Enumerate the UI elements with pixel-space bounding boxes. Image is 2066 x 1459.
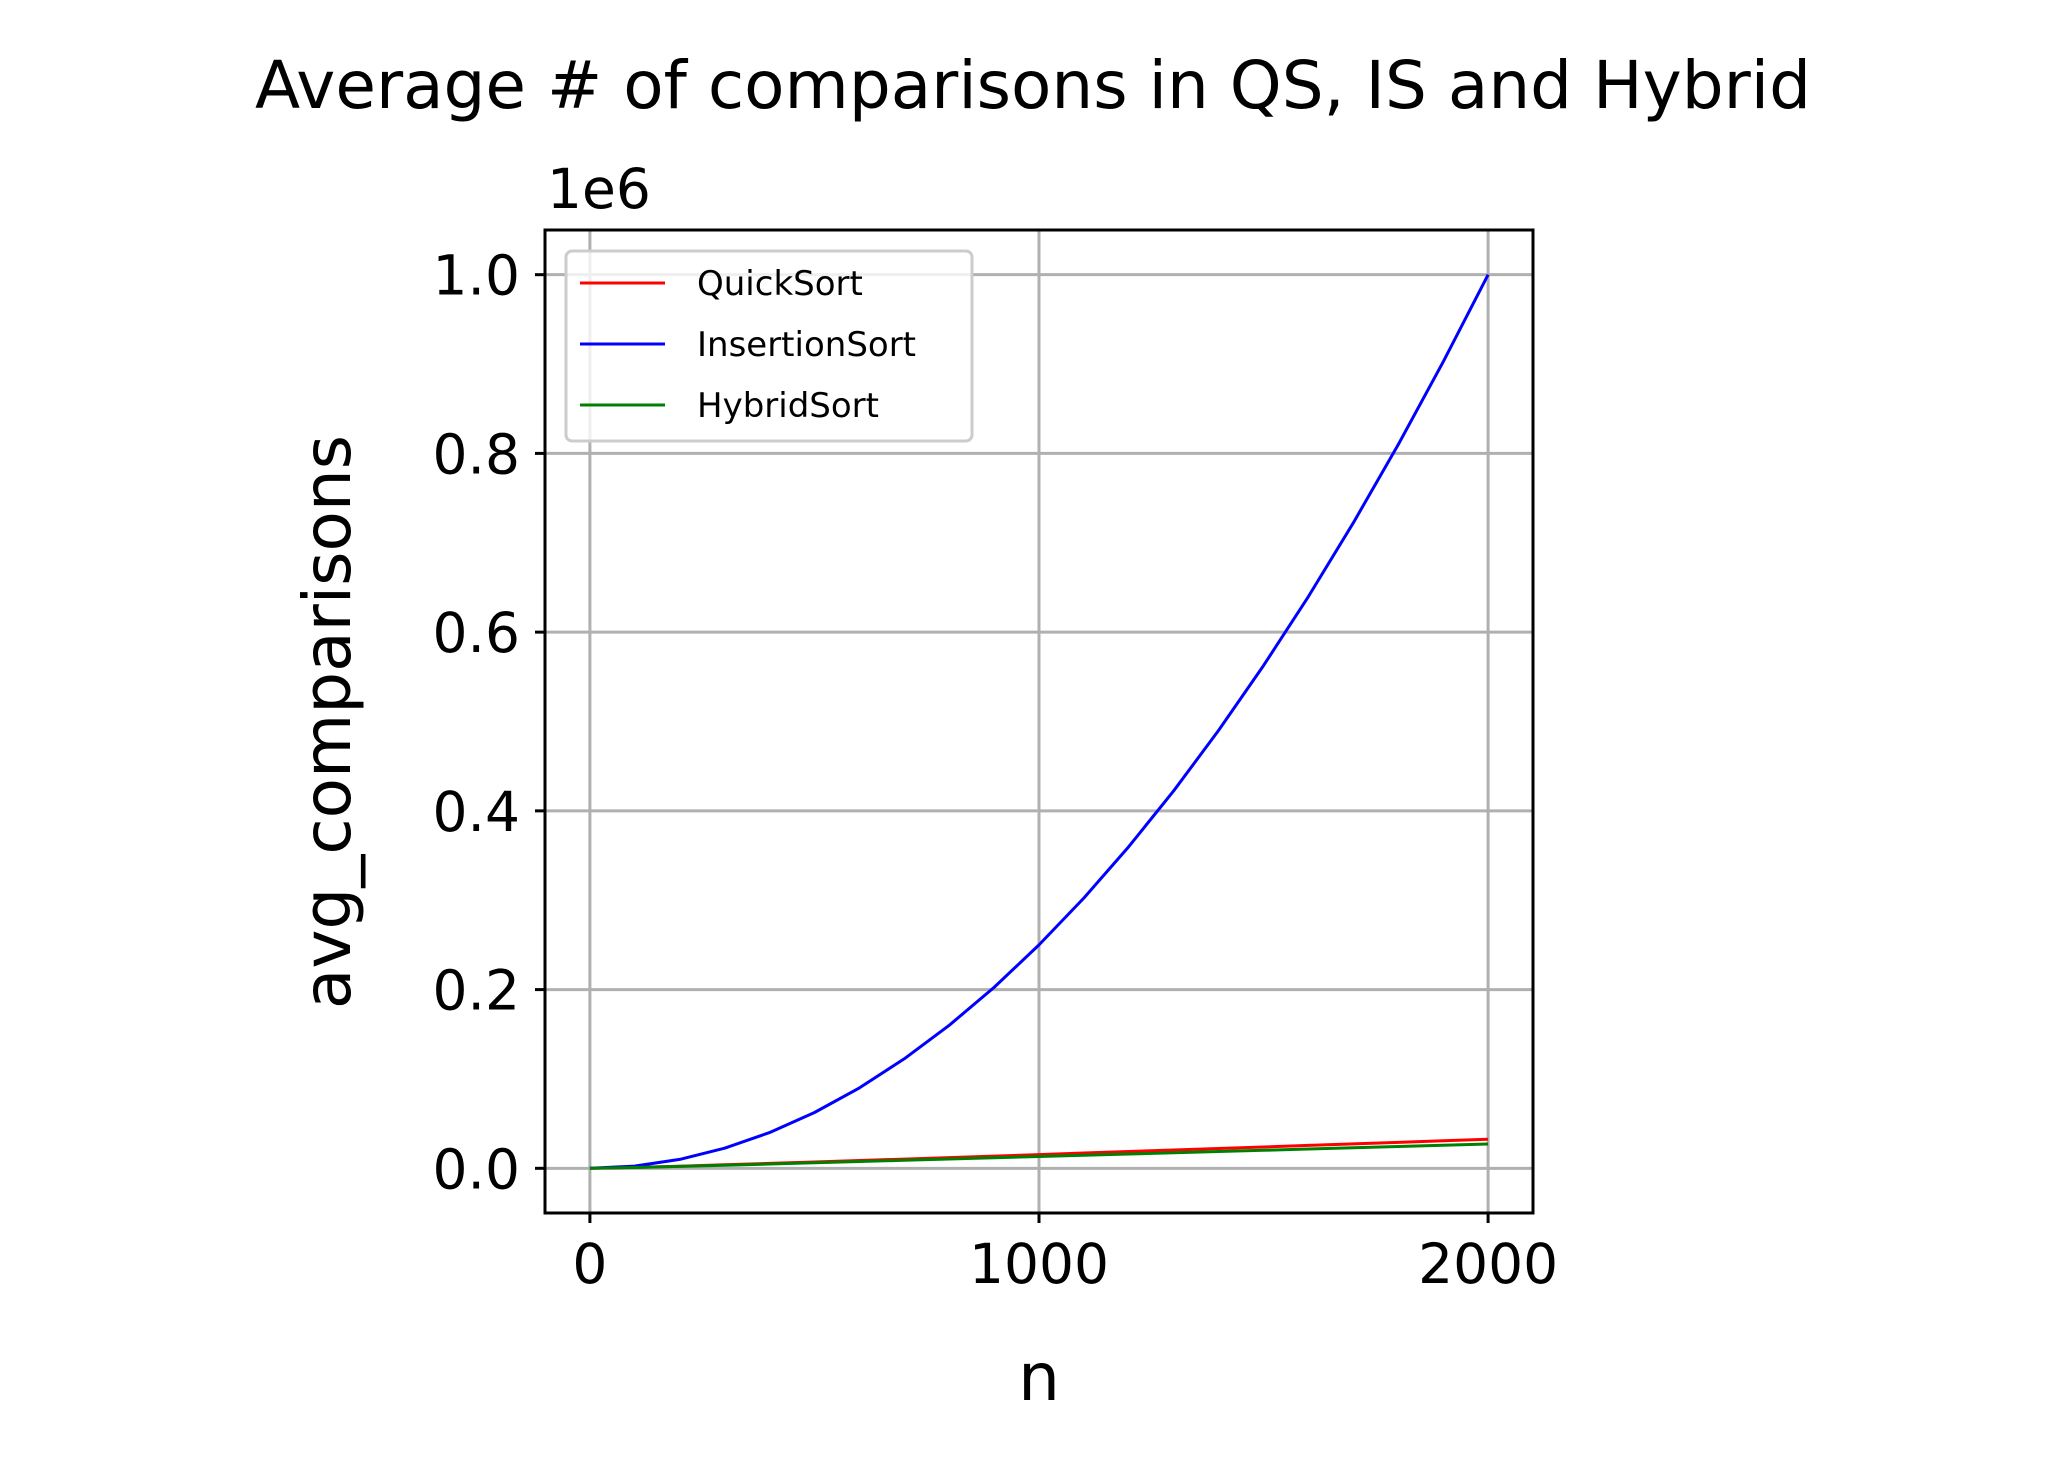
series-lines (589, 274, 1490, 1170)
legend: QuickSort InsertionSort HybridSort (564, 249, 974, 443)
y-tick-label: 0.0 (433, 1137, 520, 1201)
legend-box (564, 249, 974, 443)
x-tick-label: 0 (572, 1232, 607, 1296)
chart-title: Average # of comparisons in QS, IS and H… (255, 47, 1811, 124)
series-line-hybridsort (589, 1142, 1489, 1170)
x-tick-label: 1000 (969, 1232, 1109, 1296)
grid-lines (545, 230, 1533, 1213)
y-tick-label: 0.8 (433, 422, 520, 486)
legend-label-quicksort: QuickSort (697, 264, 863, 304)
legend-label-hybridsort: HybridSort (697, 386, 879, 426)
y-tick-label: 1.0 (433, 244, 520, 308)
x-tick-label: 2000 (1418, 1232, 1558, 1296)
y-axis-label: avg_comparisons (289, 435, 366, 1009)
y-tick-label: 0.6 (433, 601, 520, 665)
axis-ticks: 0 1000 2000 0.0 0.2 0.4 0.6 0.8 1.0 (433, 244, 1559, 1296)
y-offset-label: 1e6 (547, 157, 651, 221)
y-tick-label: 0.2 (433, 959, 520, 1023)
y-tick-label: 0.4 (433, 780, 520, 844)
legend-label-insertionsort: InsertionSort (697, 325, 916, 365)
series-line-insertionsort (589, 274, 1490, 1170)
x-axis-label: n (1018, 1339, 1060, 1416)
